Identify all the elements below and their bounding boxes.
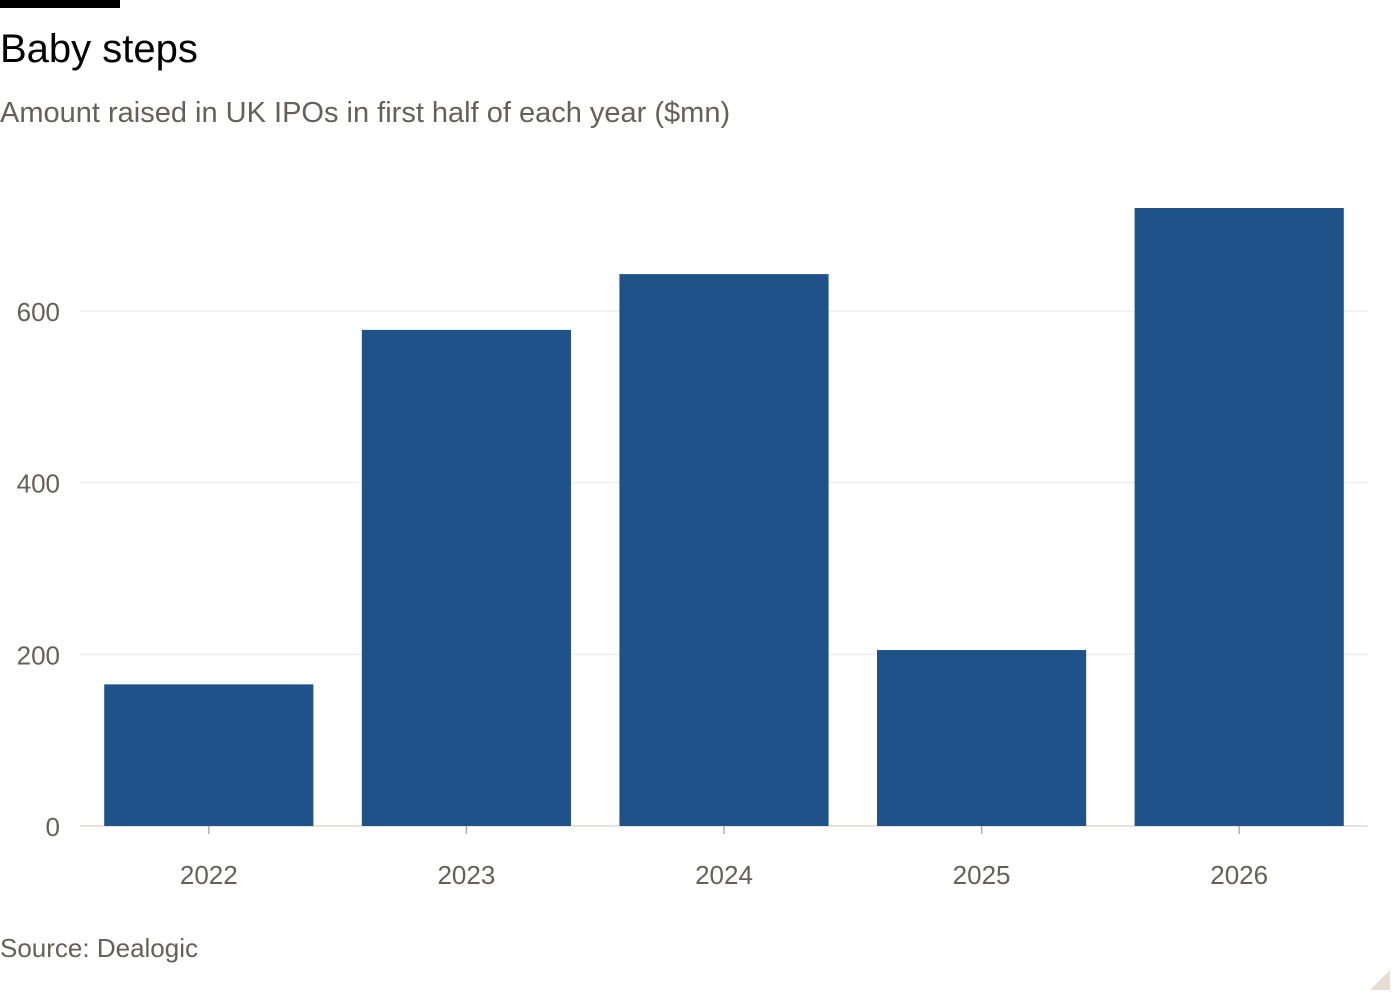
bar <box>877 650 1087 826</box>
y-tick-label: 200 <box>17 640 60 670</box>
x-ticks <box>208 826 1240 834</box>
x-tick-label: 2025 <box>953 860 1011 890</box>
x-tick-label: 2023 <box>437 860 495 890</box>
bar-chart: 0 200 400 600 2022 2023 2024 2025 2026 <box>17 208 1368 890</box>
y-tick-label: 0 <box>46 812 60 842</box>
x-tick-label: 2026 <box>1210 860 1268 890</box>
y-tick-label: 400 <box>17 469 60 499</box>
y-tick-labels: 0 200 400 600 <box>17 297 60 842</box>
bar <box>619 274 829 826</box>
y-tick-label: 600 <box>17 297 60 327</box>
x-tick-label: 2022 <box>180 860 238 890</box>
bar <box>1134 208 1344 826</box>
x-tick-label: 2024 <box>695 860 753 890</box>
corner-mark-icon <box>1370 970 1390 990</box>
bar <box>104 684 314 826</box>
brand-bar <box>0 0 120 8</box>
chart-title: Baby steps <box>0 27 198 71</box>
source-note: Source: Dealogic <box>0 933 198 963</box>
chart-subtitle: Amount raised in UK IPOs in first half o… <box>0 97 731 129</box>
bar <box>361 329 571 826</box>
x-tick-labels: 2022 2023 2024 2025 2026 <box>180 860 1268 890</box>
bars <box>104 208 1344 826</box>
